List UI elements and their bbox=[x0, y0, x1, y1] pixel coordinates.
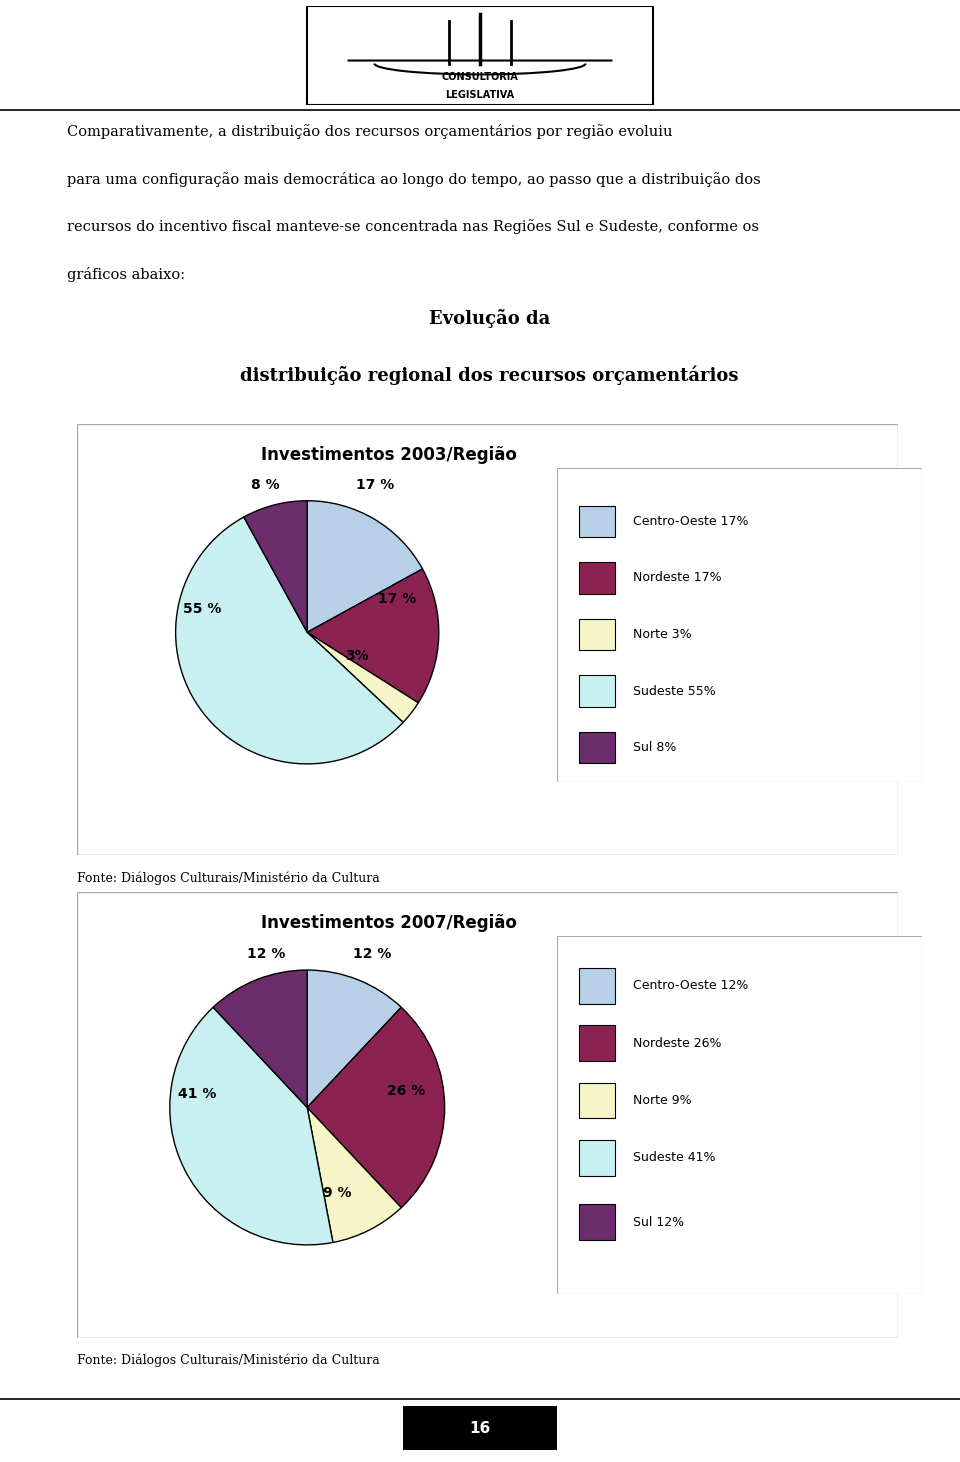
Bar bbox=[579, 1082, 615, 1118]
Text: Sudeste 41%: Sudeste 41% bbox=[634, 1151, 716, 1164]
Bar bbox=[579, 1140, 615, 1175]
Text: Norte 3%: Norte 3% bbox=[634, 629, 692, 640]
Bar bbox=[579, 618, 615, 651]
Text: Investimentos 2003/Região: Investimentos 2003/Região bbox=[261, 446, 516, 463]
Bar bbox=[579, 732, 615, 763]
Wedge shape bbox=[176, 518, 403, 763]
Text: distribuição regional dos recursos orçamentários: distribuição regional dos recursos orçam… bbox=[240, 366, 739, 385]
Wedge shape bbox=[307, 971, 401, 1108]
Text: Fonte: Diálogos Culturais/Ministério da Cultura: Fonte: Diálogos Culturais/Ministério da … bbox=[77, 1354, 379, 1367]
Text: Fonte: Diálogos Culturais/Ministério da Cultura: Fonte: Diálogos Culturais/Ministério da … bbox=[77, 871, 379, 885]
Text: recursos do incentivo fiscal manteve-se concentrada nas Regiões Sul e Sudeste, c: recursos do incentivo fiscal manteve-se … bbox=[67, 219, 759, 234]
Text: 17 %: 17 % bbox=[356, 478, 395, 491]
Bar bbox=[579, 675, 615, 706]
Wedge shape bbox=[244, 501, 307, 632]
Wedge shape bbox=[170, 1007, 333, 1244]
Text: Nordeste 26%: Nordeste 26% bbox=[634, 1037, 722, 1050]
Text: gráficos abaixo:: gráficos abaixo: bbox=[67, 266, 185, 282]
Text: 26 %: 26 % bbox=[387, 1083, 425, 1098]
Text: Sudeste 55%: Sudeste 55% bbox=[634, 684, 716, 697]
Text: Sul 12%: Sul 12% bbox=[634, 1216, 684, 1228]
Wedge shape bbox=[307, 569, 439, 703]
Text: 8 %: 8 % bbox=[251, 478, 279, 491]
Text: Norte 9%: Norte 9% bbox=[634, 1094, 692, 1107]
Text: Investimentos 2007/Região: Investimentos 2007/Região bbox=[261, 914, 516, 933]
Text: Comparativamente, a distribuição dos recursos orçamentários por região evoluiu: Comparativamente, a distribuição dos rec… bbox=[67, 124, 673, 139]
Wedge shape bbox=[307, 1007, 444, 1208]
Text: CONSULTORIA: CONSULTORIA bbox=[442, 73, 518, 82]
Wedge shape bbox=[213, 971, 307, 1108]
Text: Evolução da: Evolução da bbox=[429, 310, 550, 329]
Text: 55 %: 55 % bbox=[182, 602, 221, 616]
Text: 12 %: 12 % bbox=[247, 946, 285, 961]
Text: LEGISLATIVA: LEGISLATIVA bbox=[445, 91, 515, 101]
Text: 9 %: 9 % bbox=[324, 1186, 351, 1200]
Text: Nordeste 17%: Nordeste 17% bbox=[634, 572, 722, 585]
Text: 41 %: 41 % bbox=[178, 1086, 216, 1101]
Text: para uma configuração mais democrática ao longo do tempo, ao passo que a distrib: para uma configuração mais democrática a… bbox=[67, 173, 761, 187]
Bar bbox=[579, 968, 615, 1004]
Text: 17 %: 17 % bbox=[377, 592, 416, 607]
Text: Centro-Oeste 17%: Centro-Oeste 17% bbox=[634, 515, 749, 528]
Wedge shape bbox=[307, 501, 422, 632]
Bar bbox=[579, 1025, 615, 1061]
Wedge shape bbox=[307, 1108, 401, 1243]
Wedge shape bbox=[307, 632, 419, 722]
Bar bbox=[579, 1205, 615, 1240]
Text: Centro-Oeste 12%: Centro-Oeste 12% bbox=[634, 980, 749, 993]
Text: 12 %: 12 % bbox=[352, 946, 391, 961]
Bar bbox=[579, 563, 615, 594]
Bar bbox=[579, 506, 615, 537]
Text: 16: 16 bbox=[469, 1421, 491, 1436]
Text: Sul 8%: Sul 8% bbox=[634, 741, 677, 754]
Text: 3%: 3% bbox=[346, 649, 369, 662]
